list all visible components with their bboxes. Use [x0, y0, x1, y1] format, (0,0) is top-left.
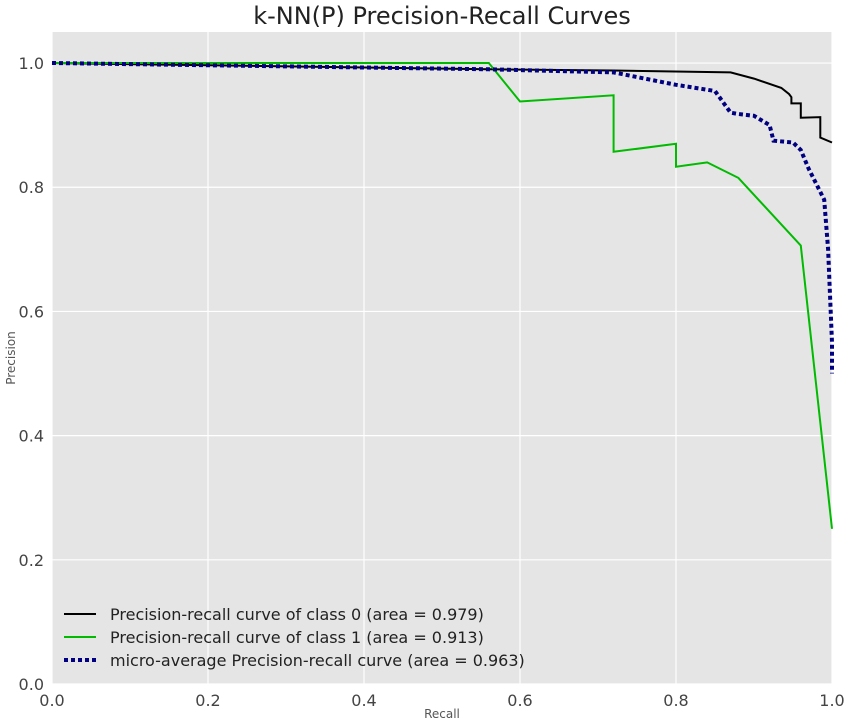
series-line-0	[51, 62, 833, 144]
legend-entry-2: micro-average Precision-recall curve (ar…	[110, 651, 525, 670]
y-tick-label: 0.0	[19, 675, 44, 694]
y-tick-label: 0.4	[19, 427, 44, 446]
y-tick-label: 0.2	[19, 551, 44, 570]
series-line-1	[52, 62, 833, 529]
x-tick-label: 0.0	[39, 691, 64, 710]
legend: Precision-recall curve of class 0 (area …	[64, 605, 525, 670]
series-lines	[51, 61, 834, 529]
series-line-2	[51, 61, 834, 374]
x-tick-label: 0.4	[351, 691, 376, 710]
legend-entry-0: Precision-recall curve of class 0 (area …	[110, 605, 484, 624]
plot-background	[52, 32, 832, 684]
y-tick-label: 0.8	[19, 178, 44, 197]
x-tick-label: 0.6	[507, 691, 532, 710]
y-axis-label: Precision	[4, 331, 18, 385]
x-tick-label: 0.8	[663, 691, 688, 710]
chart-title: k-NN(P) Precision-Recall Curves	[253, 2, 631, 30]
y-tick-label: 1.0	[19, 54, 44, 73]
legend-entry-1: Precision-recall curve of class 1 (area …	[110, 628, 484, 647]
x-tick-label: 1.0	[819, 691, 844, 710]
x-axis-label: Recall	[424, 707, 460, 721]
x-tick-label: 0.2	[195, 691, 220, 710]
y-tick-label: 0.6	[19, 302, 44, 321]
tick-labels: 0.0 0.2 0.4 0.6 0.8 1.0 0.0 0.2 0.4 0.6 0.8 1.0	[19, 54, 845, 710]
